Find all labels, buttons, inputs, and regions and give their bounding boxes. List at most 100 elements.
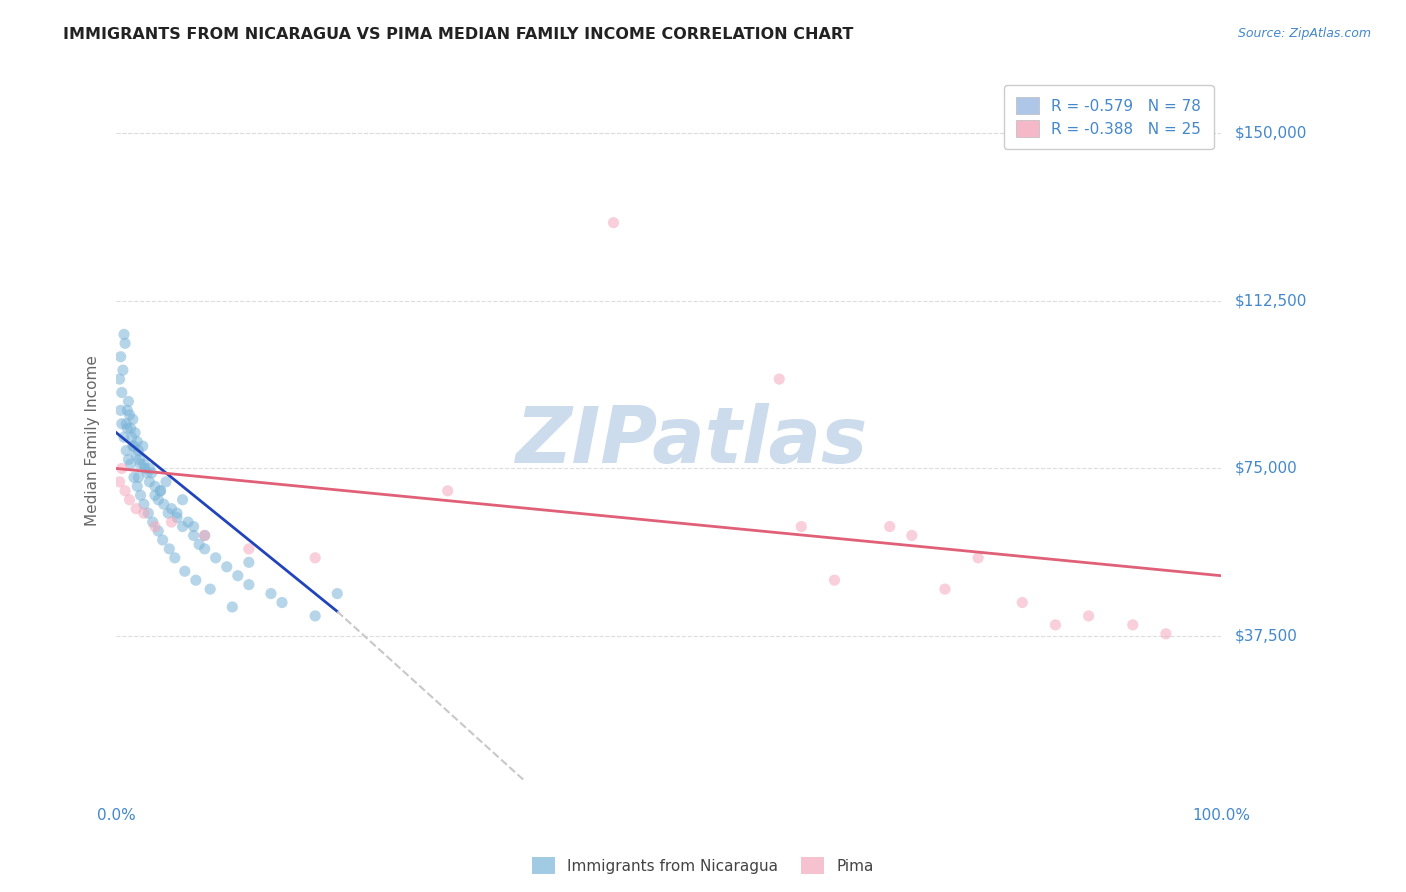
Point xyxy=(901,528,924,542)
Point xyxy=(152,533,174,547)
Y-axis label: Median Family Income: Median Family Income xyxy=(86,355,100,526)
Point xyxy=(215,559,238,574)
Point xyxy=(132,457,155,471)
Point xyxy=(198,582,221,596)
Point xyxy=(122,439,145,453)
Legend: Immigrants from Nicaragua, Pima: Immigrants from Nicaragua, Pima xyxy=(526,851,880,880)
Point xyxy=(173,564,195,578)
Point xyxy=(1077,609,1099,624)
Point xyxy=(117,394,139,409)
Point xyxy=(108,372,131,386)
Point xyxy=(148,492,170,507)
Point xyxy=(238,577,260,591)
Point xyxy=(188,537,211,551)
Point xyxy=(118,492,141,507)
Point xyxy=(128,452,150,467)
Point xyxy=(879,519,901,533)
Point xyxy=(132,497,155,511)
Point xyxy=(111,461,134,475)
Point xyxy=(166,506,188,520)
Point xyxy=(121,430,143,444)
Point xyxy=(152,497,174,511)
Point xyxy=(143,488,166,502)
Point xyxy=(142,515,165,529)
Point xyxy=(177,515,200,529)
Point xyxy=(138,461,160,475)
Point xyxy=(129,488,152,502)
Point xyxy=(110,350,132,364)
Point xyxy=(1122,618,1144,632)
Text: Source: ZipAtlas.com: Source: ZipAtlas.com xyxy=(1237,27,1371,40)
Point xyxy=(326,586,349,600)
Point xyxy=(183,528,205,542)
Point xyxy=(1045,618,1067,632)
Point xyxy=(111,385,134,400)
Point xyxy=(115,443,138,458)
Text: IMMIGRANTS FROM NICARAGUA VS PIMA MEDIAN FAMILY INCOME CORRELATION CHART: IMMIGRANTS FROM NICARAGUA VS PIMA MEDIAN… xyxy=(63,27,853,42)
Point xyxy=(127,434,149,449)
Point xyxy=(120,421,142,435)
Point xyxy=(602,216,624,230)
Point xyxy=(143,519,166,533)
Point xyxy=(117,421,139,435)
Point xyxy=(163,550,186,565)
Point xyxy=(114,336,136,351)
Point xyxy=(166,510,188,524)
Point xyxy=(204,550,226,565)
Point xyxy=(238,541,260,556)
Point xyxy=(160,501,183,516)
Point xyxy=(117,403,139,417)
Point xyxy=(141,466,163,480)
Point xyxy=(112,327,135,342)
Point xyxy=(768,372,790,386)
Point xyxy=(121,439,143,453)
Point xyxy=(194,528,217,542)
Point xyxy=(172,519,194,533)
Point xyxy=(132,506,155,520)
Point xyxy=(271,595,294,609)
Point xyxy=(1154,627,1177,641)
Point xyxy=(790,519,813,533)
Point xyxy=(115,417,138,431)
Point xyxy=(172,492,194,507)
Point xyxy=(967,550,990,565)
Point xyxy=(304,550,326,565)
Point xyxy=(111,363,134,377)
Point xyxy=(143,479,166,493)
Point xyxy=(121,412,143,426)
Point xyxy=(129,457,152,471)
Point xyxy=(149,483,172,498)
Point xyxy=(112,430,135,444)
Point xyxy=(184,573,207,587)
Point xyxy=(125,501,148,516)
Point xyxy=(194,528,217,542)
Point xyxy=(108,475,131,489)
Point xyxy=(183,519,205,533)
Text: $150,000: $150,000 xyxy=(1234,126,1306,141)
Text: ZIPatlas: ZIPatlas xyxy=(515,402,868,478)
Point xyxy=(1011,595,1033,609)
Point xyxy=(117,452,139,467)
Point xyxy=(824,573,846,587)
Point xyxy=(136,506,159,520)
Point xyxy=(134,461,156,475)
Point xyxy=(226,568,249,582)
Point xyxy=(114,483,136,498)
Point xyxy=(110,403,132,417)
Point xyxy=(194,541,217,556)
Point xyxy=(436,483,458,498)
Point xyxy=(120,457,142,471)
Point xyxy=(260,586,283,600)
Point xyxy=(127,443,149,458)
Point xyxy=(157,506,180,520)
Point xyxy=(125,448,148,462)
Point xyxy=(132,439,155,453)
Point xyxy=(122,470,145,484)
Point xyxy=(127,470,149,484)
Point xyxy=(934,582,956,596)
Text: $112,500: $112,500 xyxy=(1234,293,1306,309)
Text: $37,500: $37,500 xyxy=(1234,629,1298,643)
Point xyxy=(155,475,177,489)
Point xyxy=(149,483,172,498)
Point xyxy=(221,599,243,614)
